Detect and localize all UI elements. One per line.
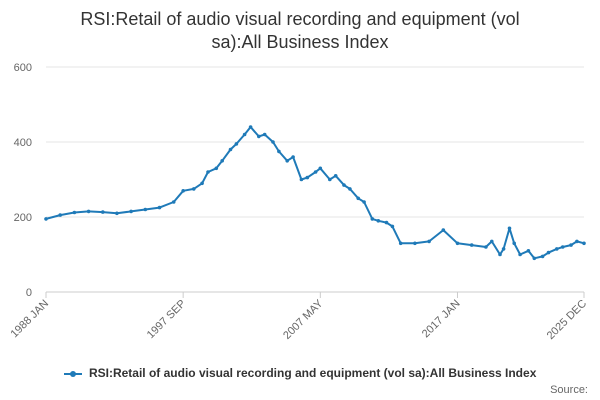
y-tick-label: 600 bbox=[14, 62, 32, 74]
data-point[interactable] bbox=[555, 247, 559, 251]
x-tick-label: 2025 DEC bbox=[545, 298, 589, 342]
data-point[interactable] bbox=[318, 166, 323, 171]
chart-title-line-2: sa):All Business Index bbox=[211, 32, 389, 52]
x-tick-label: 1997 SEP bbox=[145, 298, 189, 342]
data-point[interactable] bbox=[518, 252, 522, 257]
data-point[interactable] bbox=[342, 183, 346, 187]
legend-swatch-icon bbox=[63, 368, 82, 380]
data-point[interactable] bbox=[143, 207, 148, 212]
data-point[interactable] bbox=[171, 200, 176, 204]
data-point[interactable] bbox=[248, 125, 253, 129]
data-point[interactable] bbox=[370, 217, 375, 221]
data-point[interactable] bbox=[398, 241, 403, 246]
data-point[interactable] bbox=[277, 149, 281, 154]
source-label: Source: bbox=[550, 384, 588, 396]
legend[interactable]: RSI:Retail of audio visual recording and… bbox=[0, 366, 600, 380]
legend-label: RSI:Retail of audio visual recording and… bbox=[88, 366, 537, 380]
data-point[interactable] bbox=[582, 241, 586, 246]
x-tick-label: 2017 JAN bbox=[420, 298, 463, 341]
chart-title-line-1: RSI:Retail of audio visual recording and… bbox=[80, 9, 520, 29]
data-point[interactable] bbox=[427, 239, 431, 244]
data-point[interactable] bbox=[560, 245, 565, 249]
data-point[interactable] bbox=[234, 142, 239, 146]
data-point[interactable] bbox=[72, 210, 77, 215]
data-point[interactable] bbox=[484, 245, 488, 249]
data-point[interactable] bbox=[313, 170, 318, 174]
data-point[interactable] bbox=[356, 196, 361, 201]
data-point[interactable] bbox=[228, 147, 233, 152]
data-point[interactable] bbox=[498, 252, 502, 257]
data-point[interactable] bbox=[532, 256, 537, 261]
x-tick-label: 1988 JAN bbox=[8, 298, 51, 341]
data-point[interactable] bbox=[242, 132, 247, 137]
data-point[interactable] bbox=[362, 200, 366, 204]
data-point[interactable] bbox=[512, 241, 516, 246]
series-layer bbox=[44, 125, 586, 261]
data-point[interactable] bbox=[575, 239, 579, 244]
data-point[interactable] bbox=[490, 239, 494, 244]
line-chart: 0 200 400 600 1988 JAN 1997 SEP 2007 MAY 2017 … bbox=[8, 62, 589, 342]
data-point[interactable] bbox=[526, 249, 531, 253]
data-point[interactable] bbox=[291, 155, 295, 159]
x-tick-label: 2007 MAY bbox=[281, 297, 326, 342]
data-point[interactable] bbox=[469, 243, 474, 247]
data-point[interactable] bbox=[441, 228, 446, 232]
data-point[interactable] bbox=[299, 177, 304, 182]
gridlines bbox=[46, 66, 584, 218]
data-point[interactable] bbox=[569, 243, 573, 247]
data-point[interactable] bbox=[58, 213, 62, 217]
data-point[interactable] bbox=[501, 247, 506, 251]
data-point[interactable] bbox=[384, 220, 389, 225]
data-point[interactable] bbox=[455, 241, 460, 246]
data-point[interactable] bbox=[390, 224, 395, 229]
data-point[interactable] bbox=[348, 187, 352, 191]
x-axis-ticks: 1988 JAN 1997 SEP 2007 MAY 2017 JAN 2025 DEC bbox=[8, 292, 589, 342]
data-point[interactable] bbox=[333, 174, 338, 178]
data-point[interactable] bbox=[192, 187, 196, 191]
y-tick-label: 400 bbox=[14, 137, 32, 149]
data-point[interactable] bbox=[200, 181, 204, 186]
data-point[interactable] bbox=[44, 217, 48, 221]
data-point[interactable] bbox=[115, 211, 119, 216]
data-point[interactable] bbox=[220, 159, 224, 163]
data-point[interactable] bbox=[206, 170, 210, 174]
data-point[interactable] bbox=[305, 175, 310, 180]
data-point[interactable] bbox=[214, 166, 219, 171]
series-line-0 bbox=[45, 126, 585, 260]
data-point[interactable] bbox=[376, 219, 381, 223]
data-point[interactable] bbox=[181, 189, 185, 193]
data-point[interactable] bbox=[86, 209, 91, 214]
data-point[interactable] bbox=[328, 177, 332, 182]
data-point[interactable] bbox=[271, 140, 275, 144]
y-tick-label: 0 bbox=[26, 287, 32, 299]
data-point[interactable] bbox=[157, 205, 162, 210]
data-point[interactable] bbox=[540, 254, 545, 259]
data-point[interactable] bbox=[101, 210, 105, 214]
data-point[interactable] bbox=[507, 226, 512, 231]
y-tick-label: 200 bbox=[14, 212, 32, 224]
y-axis-ticks: 0 200 400 600 bbox=[14, 62, 32, 299]
data-point[interactable] bbox=[285, 159, 290, 163]
chart-title: RSI:Retail of audio visual recording and… bbox=[0, 8, 600, 54]
data-point[interactable] bbox=[257, 134, 261, 139]
data-point[interactable] bbox=[546, 250, 551, 255]
data-point[interactable] bbox=[262, 132, 267, 137]
data-point[interactable] bbox=[413, 241, 417, 246]
data-point[interactable] bbox=[129, 209, 133, 214]
